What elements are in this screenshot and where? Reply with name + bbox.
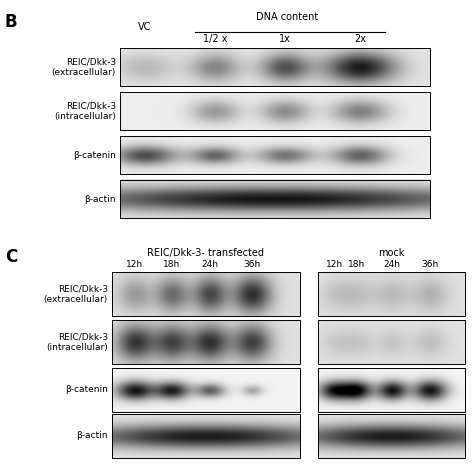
Text: B: B [5,13,18,31]
Bar [112,272,300,316]
Text: β-catenin: β-catenin [73,151,116,159]
Text: DNA content: DNA content [256,12,319,22]
Text: 36h: 36h [421,260,438,269]
Text: β-actin: β-actin [84,194,116,203]
Text: 2x: 2x [354,34,366,44]
Text: 24h: 24h [201,260,219,269]
Text: C: C [5,248,17,266]
Bar [120,136,430,174]
Text: 1x: 1x [279,34,291,44]
Text: REIC/Dkk-3
(extracellular): REIC/Dkk-3 (extracellular) [44,284,108,304]
Text: 18h: 18h [164,260,181,269]
Text: REIC/Dkk-3
(intracellular): REIC/Dkk-3 (intracellular) [46,332,108,352]
Text: VC: VC [138,22,152,32]
Text: 18h: 18h [348,260,365,269]
Bar [120,92,430,130]
Text: 36h: 36h [243,260,261,269]
Bar [112,414,300,458]
Text: 24h: 24h [383,260,401,269]
Text: 12h: 12h [327,260,344,269]
Text: β-actin: β-actin [76,431,108,440]
Bar [112,320,300,364]
Text: 12h: 12h [127,260,144,269]
Bar [318,368,465,412]
Bar [120,48,430,86]
Text: REIC/Dkk-3
(extracellular): REIC/Dkk-3 (extracellular) [52,57,116,77]
Bar [318,272,465,316]
Bar [120,180,430,218]
Text: 1/2 x: 1/2 x [203,34,227,44]
Text: REIC/Dkk-3
(intracellular): REIC/Dkk-3 (intracellular) [54,101,116,121]
Text: mock: mock [378,248,405,258]
Text: β-catenin: β-catenin [65,385,108,394]
Bar [318,414,465,458]
Bar [318,320,465,364]
Bar [112,368,300,412]
Text: REIC/Dkk-3- transfected: REIC/Dkk-3- transfected [147,248,264,258]
